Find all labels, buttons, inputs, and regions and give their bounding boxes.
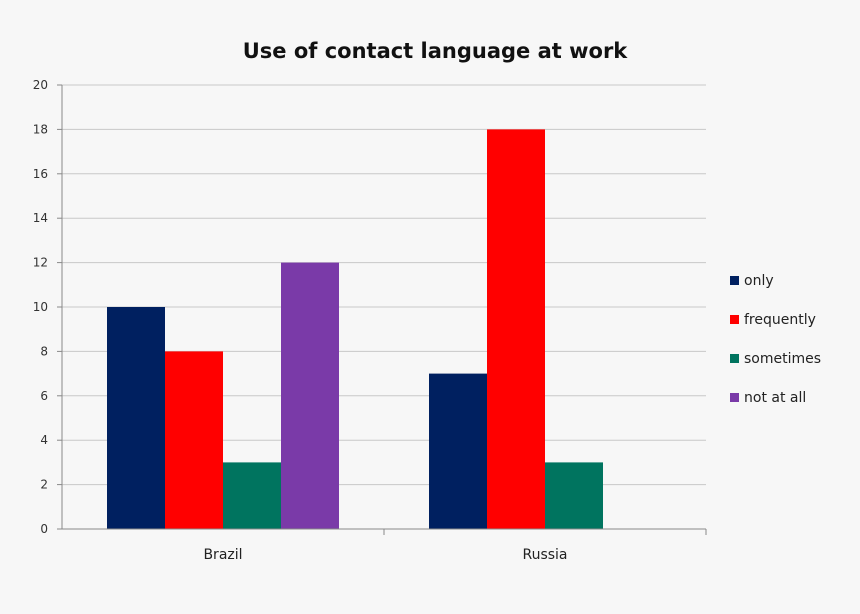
y-tick-label: 2: [40, 478, 48, 492]
legend-swatch-only: [730, 276, 739, 285]
legend-label: sometimes: [744, 351, 821, 367]
bars: [107, 129, 603, 529]
y-tick-label: 16: [33, 167, 48, 181]
legend-label: only: [744, 273, 774, 289]
legend-swatch-sometimes: [730, 354, 739, 363]
bar-brazil-not-at-all: [281, 262, 339, 529]
bar-brazil-only: [107, 307, 165, 529]
bar-brazil-frequently: [165, 351, 223, 529]
legend-swatch-frequently: [730, 315, 739, 324]
y-tick-label: 18: [33, 122, 48, 136]
bar-russia-frequently: [487, 129, 545, 529]
chart-title: Use of contact language at work: [243, 39, 629, 63]
y-tick-label: 8: [40, 344, 48, 358]
legend: only frequently sometimes not at all: [730, 273, 821, 406]
y-tick-label: 20: [33, 78, 48, 92]
y-tick-label: 4: [40, 433, 48, 447]
y-tick-label: 14: [33, 211, 48, 225]
axes: [61, 85, 707, 535]
bar-russia-only: [429, 373, 487, 529]
legend-label: frequently: [744, 312, 816, 328]
x-axis-categories: Brazil Russia: [203, 547, 567, 563]
y-axis-ticks: 0 2 4 6 8 10 12 14 16 18 20: [33, 78, 48, 536]
y-tick-label: 12: [33, 256, 48, 270]
bar-brazil-sometimes: [223, 462, 281, 529]
x-category-label: Russia: [522, 547, 567, 563]
legend-label: not at all: [744, 390, 806, 406]
x-category-label: Brazil: [203, 547, 242, 563]
y-tick-label: 6: [40, 389, 48, 403]
y-tick-label: 0: [40, 522, 48, 536]
bar-russia-sometimes: [545, 462, 603, 529]
legend-swatch-not-at-all: [730, 393, 739, 402]
y-tick-label: 10: [33, 300, 48, 314]
